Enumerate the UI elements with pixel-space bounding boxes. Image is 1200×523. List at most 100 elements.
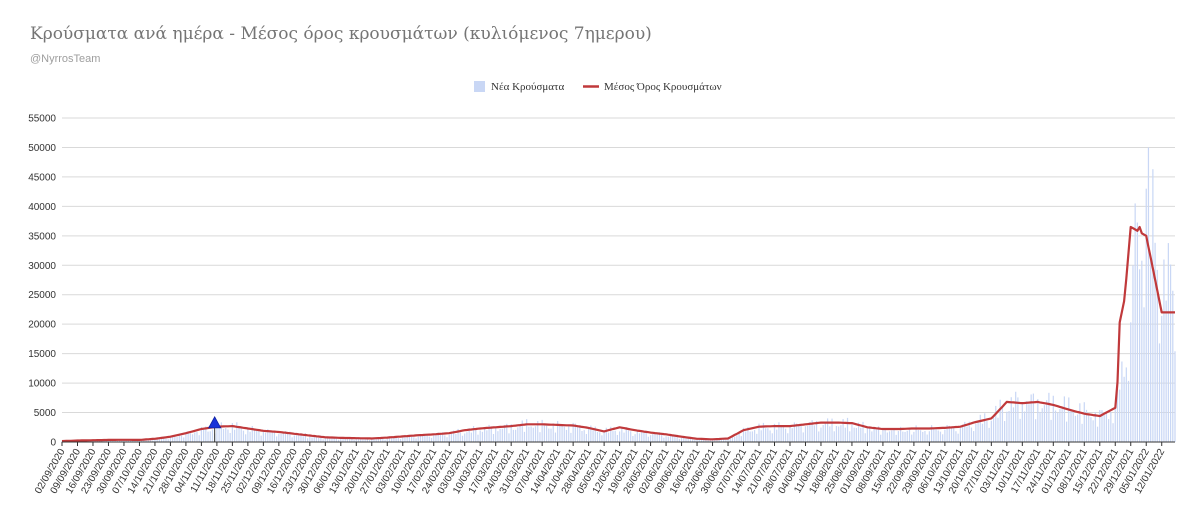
bar [612,431,614,442]
bar [973,431,975,442]
bar [335,436,337,442]
bar [893,428,895,442]
bar [284,431,287,442]
bar [309,436,311,442]
bar [807,426,809,442]
y-tick-label: 40000 [28,202,56,213]
bar [466,432,468,442]
bar [291,437,293,442]
bar [430,437,433,442]
bar [762,422,765,442]
bar [375,438,377,442]
bar [145,439,147,442]
bar [818,431,820,442]
bar [869,428,871,442]
bar [1037,399,1039,442]
bar [191,434,194,442]
bar [984,413,986,442]
bar [404,434,406,442]
bar [692,439,694,442]
bar [481,431,484,442]
bar [840,425,842,442]
bar [1079,403,1081,442]
bar [917,429,919,442]
bar [654,434,656,442]
bar [1152,169,1154,442]
bar [218,428,220,442]
bar [118,439,121,442]
bar [165,438,167,442]
y-tick-label: 15000 [28,349,56,360]
bar [703,439,705,442]
bar [550,428,552,442]
bar [508,433,510,442]
bar [322,439,324,442]
bar [1138,269,1141,442]
bar [342,437,344,442]
bar [844,427,846,442]
bar [831,418,833,442]
bar [1147,147,1150,442]
bar [986,421,988,442]
bar [125,440,127,442]
bar [981,423,984,442]
bar [417,436,419,442]
bar [1008,411,1010,442]
bar [853,427,855,442]
bar [207,431,209,442]
bar [439,434,441,442]
bar [411,436,413,442]
bar [216,423,218,442]
bar [944,429,946,442]
bar [565,429,568,442]
bar [242,430,245,442]
bar [979,414,981,442]
bar [269,430,271,442]
bar [245,434,247,442]
bar [809,422,811,442]
bar [211,429,214,442]
bar [731,435,734,442]
bar [515,429,517,442]
bar [605,427,607,442]
bar [992,417,995,442]
triangle-marker [208,416,222,429]
bar [902,431,904,442]
bar [138,440,141,442]
bar [441,432,444,442]
bar [152,440,154,442]
bar [457,428,459,442]
bar [1068,397,1070,442]
bar [736,435,738,442]
bar [1099,410,1101,442]
bar [351,437,353,442]
bar [961,424,964,442]
bar [528,426,530,442]
bar [1141,260,1143,442]
bar [749,431,751,442]
bar [1059,409,1061,442]
bar [769,430,771,442]
bar [864,433,866,442]
bar [771,433,773,442]
bar [871,431,873,442]
bar [720,438,722,442]
bar [1136,222,1138,442]
bar [705,438,707,442]
bar [835,425,838,442]
bar [251,426,253,442]
bar [997,417,999,442]
bar [377,438,380,442]
bar [419,433,422,442]
bar [537,421,539,442]
bar [523,431,526,442]
bar [415,438,417,442]
bar [694,440,696,442]
bar [641,429,643,442]
bar [619,431,621,442]
bar [1015,391,1017,442]
bar [386,438,388,442]
bar [278,434,280,442]
legend-label-line: Μέσος Όρος Κρουσμάτων [604,81,722,93]
bar [1034,419,1037,442]
